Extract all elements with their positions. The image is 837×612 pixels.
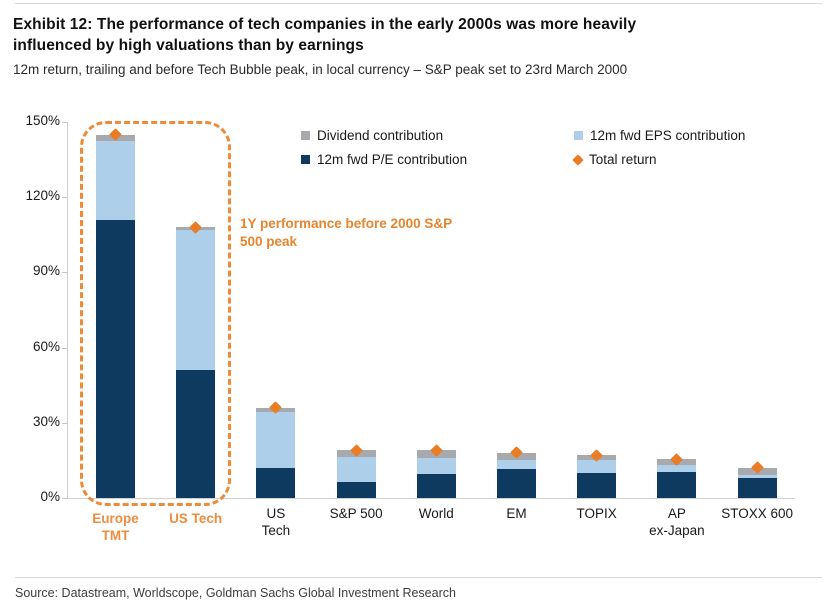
annotation-callout: 1Y performance before 2000 S&P 500 peak: [240, 215, 490, 251]
segment-12m-fwd-eps-contribution: [256, 411, 296, 468]
stacked-bar-em: [497, 122, 536, 498]
annotation-line2: 500 peak: [240, 234, 298, 249]
segment-12m-fwd-eps-contribution: [416, 457, 456, 475]
x-axis-baseline: [67, 498, 795, 499]
legend-label-dividend: Dividend contribution: [317, 128, 444, 143]
y-axis-label-150%: 150%: [25, 113, 60, 128]
exhibit-subtitle: 12m return, trailing and before Tech Bub…: [13, 62, 628, 77]
y-axis-label-30%: 30%: [32, 413, 60, 429]
highlight-dashed-box: [80, 121, 231, 506]
segment-12m-fwd-eps-contribution: [497, 460, 536, 470]
legend-item-dividend: Dividend contribution: [301, 128, 443, 143]
segment-12m-fwd-p-e-contribution: [96, 219, 135, 498]
segment-12m-fwd-eps-contribution: [96, 140, 135, 220]
segment-12m-fwd-p-e-contribution: [577, 472, 617, 498]
dividend-swatch-icon: [301, 131, 310, 140]
legend-label-total-return: Total return: [589, 152, 657, 167]
annotation-line1: 1Y performance before 2000 S&P: [240, 216, 453, 231]
legend-item-pe: 12m fwd P/E contribution: [301, 152, 467, 167]
segment-12m-fwd-eps-contribution: [657, 465, 697, 472]
segment-12m-fwd-eps-contribution: [577, 460, 617, 473]
exhibit-title-line2: influenced by high valuations than by ea…: [13, 37, 364, 54]
legend-label-pe: 12m fwd P/E contribution: [317, 152, 468, 167]
y-axis-tick: [62, 347, 67, 349]
segment-12m-fwd-p-e-contribution: [256, 467, 296, 498]
pe-swatch-icon: [301, 155, 310, 164]
legend-item-total-return: Total return: [572, 152, 657, 167]
x-axis-label-us-tech: US Tech: [261, 506, 291, 538]
legend-label-eps: 12m fwd EPS contribution: [590, 128, 746, 143]
x-axis-label-s-p-500: S&P 500: [329, 506, 383, 521]
total-return-diamond-icon: [572, 153, 584, 166]
x-axis-label-topix: TOPIX: [576, 506, 617, 521]
segment-12m-fwd-p-e-contribution: [737, 477, 777, 498]
x-axis-label-ap-ex-japan: AP ex-Japan: [649, 506, 705, 538]
segment-12m-fwd-eps-contribution: [737, 475, 777, 478]
y-axis-label-90%: 90%: [32, 263, 60, 279]
stacked-bar-europe-tmt: [96, 122, 135, 498]
x-axis-label-world: World: [418, 506, 454, 521]
segment-12m-fwd-eps-contribution: [176, 229, 216, 371]
y-axis-label-60%: 60%: [32, 338, 60, 354]
segment-12m-fwd-p-e-contribution: [657, 471, 697, 498]
segment-12m-fwd-p-e-contribution: [336, 481, 376, 498]
y-axis-label-120%: 120%: [25, 188, 60, 204]
header: Exhibit 12: The performance of tech comp…: [13, 14, 813, 79]
source-text: Source: Datastream, Worldscope, Goldman …: [15, 586, 456, 600]
segment-12m-fwd-eps-contribution: [336, 456, 376, 482]
stacked-bar-s-p-500: [336, 122, 376, 498]
stacked-bar-us-tech: [256, 122, 296, 498]
segment-12m-fwd-p-e-contribution: [416, 474, 456, 498]
y-axis-label-0%: 0%: [40, 489, 60, 504]
stacked-bar-stoxx-600: [737, 122, 777, 498]
y-axis-tick: [62, 122, 67, 123]
stacked-bar-topix: [577, 122, 617, 498]
legend-item-eps: 12m fwd EPS contribution: [574, 128, 745, 143]
y-axis-tick: [62, 498, 67, 499]
segment-12m-fwd-p-e-contribution: [497, 469, 536, 498]
x-axis-label-em: EM: [506, 506, 527, 521]
stacked-bar-world: [416, 122, 456, 498]
y-axis-tick: [62, 272, 67, 274]
y-axis-tick: [62, 197, 67, 199]
stacked-bar-ap-ex-japan: [657, 122, 697, 498]
segment-12m-fwd-p-e-contribution: [176, 370, 216, 498]
eps-swatch-icon: [574, 131, 583, 140]
exhibit-title-line1: Exhibit 12: The performance of tech comp…: [13, 16, 637, 33]
y-axis-tick: [62, 422, 67, 424]
y-axis-line: [67, 122, 68, 499]
top-divider: [15, 3, 822, 4]
plot-area: [67, 122, 795, 498]
bottom-divider: [15, 577, 822, 578]
x-axis-label-europe-tmt: Europe TMT: [92, 511, 139, 543]
x-axis-label-us-tech: US Tech: [169, 511, 223, 526]
stacked-bar-us-tech: [176, 122, 216, 498]
x-axis-label-stoxx-600: STOXX 600: [721, 506, 793, 521]
